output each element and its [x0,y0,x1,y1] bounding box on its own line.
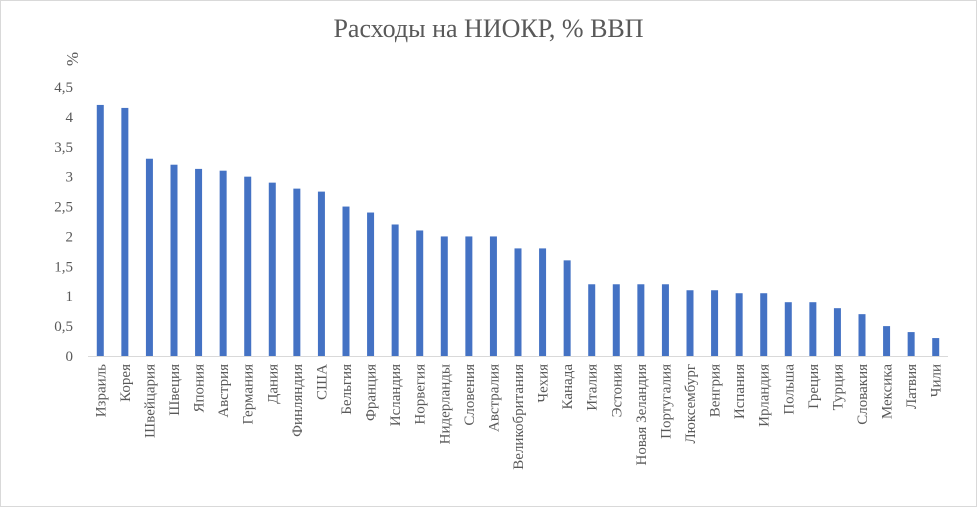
x-tick-label: Венгрия [708,364,724,417]
x-tick-label: Исландия [388,364,404,426]
x-tick-label: Германия [241,364,257,425]
bar [809,302,817,356]
x-tick-label: Бельгия [339,364,355,415]
bar [219,170,227,356]
x-tick-label: Япония [192,364,208,413]
bar [440,236,448,356]
bar [367,212,375,356]
bar [833,308,841,356]
x-tick-label: Словения [462,364,478,426]
bar [760,293,768,356]
x-tick-label: Великобритания [511,364,527,470]
bar [416,230,424,356]
x-tick-label: Люксембург [683,364,699,444]
x-tick-label: Швеция [167,364,183,416]
bar [317,191,325,356]
bar [907,332,915,356]
bar [661,284,669,356]
bar [96,104,104,356]
x-tick-label: Турция [830,364,846,410]
bar [612,284,620,356]
bar [637,284,645,356]
bar [268,182,276,356]
x-tick-label: Италия [585,364,601,411]
x-tick-label: Словакия [855,364,871,425]
bar [784,302,792,356]
x-tick-label: Канада [560,364,576,410]
bar [735,293,743,356]
bar [293,188,301,356]
x-tick-label: Норвегия [413,364,429,425]
x-tick-label: Финляндия [290,364,306,437]
bar [170,164,178,356]
bar [686,290,694,356]
y-tick-label: 0,5 [54,319,73,335]
y-tick-label: 0 [66,349,74,365]
x-tick-label: Ирландия [757,364,773,427]
x-tick-label: Корея [118,364,134,402]
bar [514,248,522,356]
bar [391,224,399,356]
y-tick-label: 2 [66,229,74,245]
x-axis-labels: Израиль Корея Швейцария Швеция Япония Австрия… [93,364,944,470]
x-tick-label: США [314,364,330,400]
x-tick-label: Нидерланды [437,364,453,444]
x-tick-label: Австралия [486,364,502,432]
bar [932,338,940,356]
x-tick-label: Польша [781,364,797,415]
bar [145,158,153,356]
y-tick-label: 3,5 [54,140,73,156]
bar [883,326,891,356]
x-tick-label: Эстония [609,364,625,417]
x-tick-label: Швейцария [142,364,158,438]
y-tick-label: 3 [66,170,74,186]
y-tick-label: 1 [66,289,74,305]
bar [489,236,497,356]
x-tick-label: Чили [929,364,945,397]
bar [858,314,866,356]
y-tick-label: 4,5 [54,80,73,96]
x-tick-label: Франция [364,364,380,421]
x-tick-label: Австрия [216,364,232,418]
y-tick-label: 2,5 [54,200,73,216]
y-tick-label: 4 [66,110,74,126]
x-tick-label: Португалия [658,364,674,439]
bar [195,168,203,356]
x-tick-label: Мексика [880,364,896,419]
x-tick-label: Дания [265,364,281,404]
x-tick-label: Латвия [904,364,920,409]
chart-title: Расходы на НИОКР, % ВВП [333,14,644,43]
x-tick-label: Греция [806,364,822,409]
bar [244,176,252,356]
bar [563,260,571,356]
x-tick-label: Испания [732,364,748,419]
x-tick-label: Чехия [536,364,552,403]
x-tick-label: Новая Зеландия [634,364,650,466]
bars [96,104,940,356]
bar [465,236,473,356]
y-axis-ticks: 0 0,5 1 1,5 2 2,5 3 3,5 4 4,5 [54,80,73,365]
bar [539,248,547,356]
bar [342,206,350,356]
bar [711,290,719,356]
y-tick-label: 1,5 [54,259,73,275]
bar [121,107,129,356]
bar [588,284,596,356]
x-tick-label: Израиль [93,364,109,417]
